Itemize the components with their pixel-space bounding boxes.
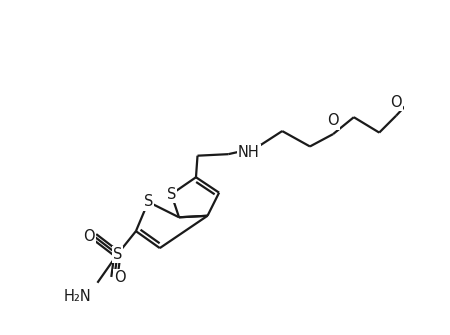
Text: S: S: [113, 247, 122, 262]
Text: S: S: [144, 194, 153, 209]
Text: O: O: [114, 270, 126, 285]
Text: H₂N: H₂N: [64, 288, 92, 304]
Text: NH: NH: [238, 145, 260, 160]
Text: O: O: [83, 229, 94, 244]
Text: S: S: [166, 187, 176, 202]
Text: O: O: [327, 113, 339, 128]
Text: O: O: [390, 95, 402, 110]
